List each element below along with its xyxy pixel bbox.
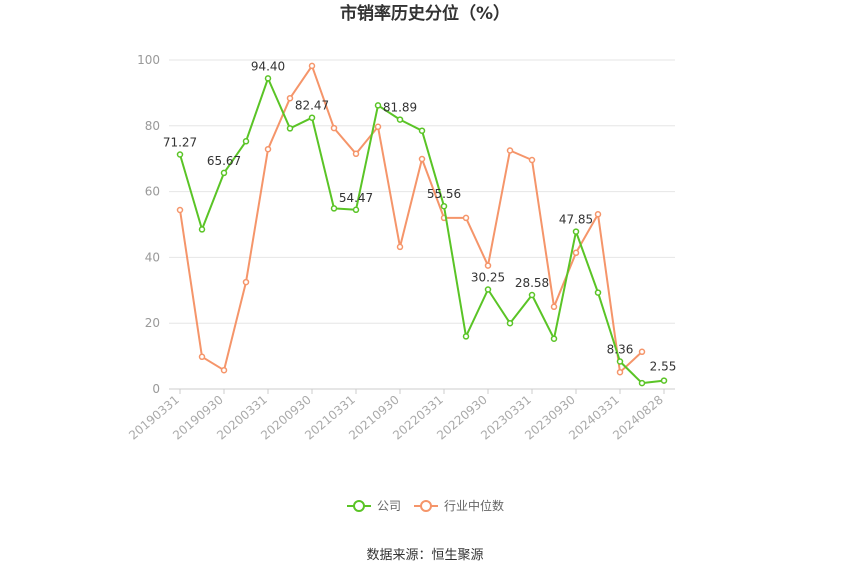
legend-label-industry-median: 行业中位数: [444, 498, 504, 513]
data-label: 55.56: [427, 187, 461, 201]
data-point-industry-median[interactable]: [396, 243, 404, 251]
data-point-company[interactable]: [264, 75, 272, 82]
legend[interactable]: 公司 行业中位数: [347, 498, 504, 513]
data-point-industry-median[interactable]: [550, 303, 558, 311]
data-point-industry-median[interactable]: [286, 94, 294, 102]
data-point-company[interactable]: [594, 289, 602, 296]
data-point-company[interactable]: [176, 151, 184, 158]
data-point-industry-median[interactable]: [198, 353, 206, 361]
legend-marker-company: [353, 500, 365, 512]
data-point-industry-median[interactable]: [572, 249, 580, 257]
x-axis: 2019033120190930202003312020093020210331…: [126, 388, 675, 443]
data-point-company[interactable]: [462, 333, 470, 340]
data-label: 82.47: [295, 99, 329, 113]
data-point-industry-median[interactable]: [594, 211, 602, 218]
legend-item-industry-median[interactable]: 行业中位数: [414, 498, 504, 513]
data-point-industry-median[interactable]: [176, 206, 184, 214]
data-point-company[interactable]: [506, 319, 514, 327]
data-point-company[interactable]: [418, 127, 426, 134]
data-label: 28.58: [515, 276, 549, 290]
y-tick-label: 40: [145, 250, 160, 264]
data-point-industry-median[interactable]: [374, 123, 382, 131]
data-point-company[interactable]: [638, 379, 646, 387]
data-labels: 71.27 65.67 94.40 82.47 54.47 81.89 55.56 30.25…: [163, 59, 677, 373]
y-tick-label: 0: [152, 382, 160, 396]
data-point-company[interactable]: [440, 202, 448, 210]
data-point-company[interactable]: [330, 205, 338, 212]
data-label: 47.85: [559, 213, 593, 227]
data-point-company[interactable]: [220, 169, 228, 177]
data-label: 8.36: [607, 343, 634, 357]
data-label: 2.55: [650, 360, 677, 374]
data-point-company[interactable]: [528, 291, 536, 299]
y-tick-label: 80: [145, 119, 160, 133]
data-point-company[interactable]: [286, 125, 294, 132]
data-point-company[interactable]: [550, 335, 558, 342]
data-point-company[interactable]: [352, 206, 360, 214]
data-point-company[interactable]: [308, 114, 316, 121]
data-point-company[interactable]: [198, 226, 206, 233]
data-label: 81.89: [383, 101, 417, 115]
data-point-company[interactable]: [572, 228, 580, 235]
y-tick-label: 60: [145, 185, 160, 199]
data-point-industry-median[interactable]: [638, 348, 646, 356]
y-tick-label: 100: [137, 53, 160, 67]
data-source: 数据来源：恒生聚源: [366, 548, 483, 563]
data-point-company[interactable]: [484, 286, 492, 293]
data-point-company[interactable]: [396, 116, 404, 123]
data-point-industry-median[interactable]: [308, 62, 316, 70]
data-point-company[interactable]: [242, 138, 250, 145]
data-point-industry-median[interactable]: [352, 150, 360, 158]
data-point-industry-median[interactable]: [616, 368, 624, 376]
legend-marker-industry-median: [420, 500, 432, 512]
data-point-industry-median[interactable]: [242, 278, 250, 286]
data-point-company[interactable]: [374, 102, 382, 109]
data-point-company[interactable]: [660, 377, 668, 384]
data-point-industry-median[interactable]: [220, 366, 228, 374]
legend-item-company[interactable]: 公司: [347, 499, 401, 513]
data-point-industry-median[interactable]: [462, 214, 470, 222]
data-label: 30.25: [471, 271, 505, 285]
series-group: [176, 62, 668, 387]
data-point-industry-median[interactable]: [484, 262, 492, 269]
data-label: 94.40: [251, 59, 285, 73]
legend-label-company: 公司: [377, 499, 401, 513]
y-axis: 0 20 40 60 80 100: [137, 53, 160, 396]
data-label: 65.67: [207, 154, 241, 168]
series-line-industry-median: [179, 64, 643, 374]
data-point-industry-median[interactable]: [330, 124, 338, 132]
data-label: 54.47: [339, 191, 373, 205]
data-point-industry-median[interactable]: [506, 147, 514, 154]
grid-lines: [169, 59, 675, 324]
data-point-industry-median[interactable]: [528, 156, 536, 164]
data-point-industry-median[interactable]: [264, 145, 272, 153]
data-point-company[interactable]: [616, 358, 624, 365]
series-line-company: [179, 77, 665, 385]
data-point-industry-median[interactable]: [418, 155, 426, 163]
chart-title: 市销率历史分位（%）: [340, 3, 510, 24]
y-tick-label: 20: [145, 316, 160, 330]
data-label: 71.27: [163, 136, 197, 150]
